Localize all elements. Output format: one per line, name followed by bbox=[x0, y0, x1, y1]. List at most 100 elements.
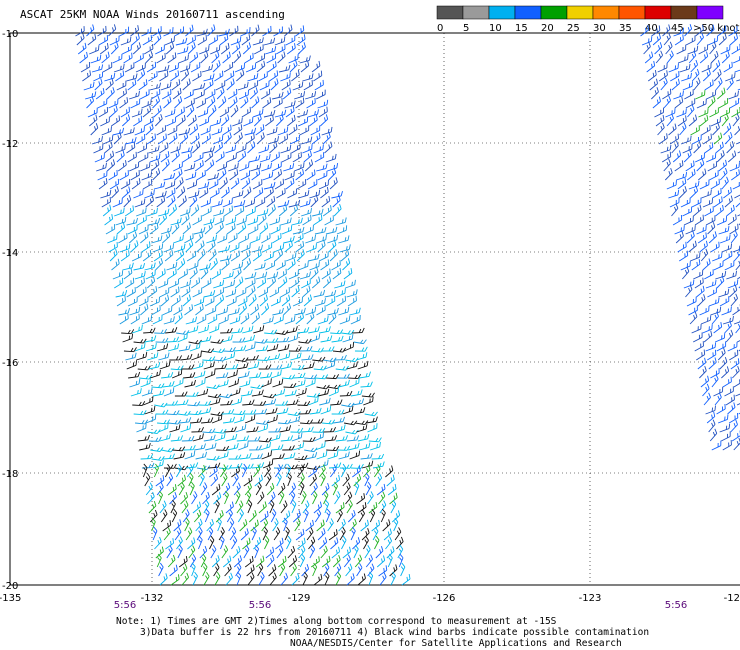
wind-barb bbox=[199, 472, 205, 487]
wind-barb bbox=[272, 91, 284, 100]
wind-barb bbox=[256, 60, 266, 73]
wind-barb bbox=[277, 126, 289, 136]
wind-barb bbox=[193, 82, 206, 91]
wind-barb bbox=[75, 26, 85, 37]
wind-barb bbox=[236, 287, 247, 298]
wind-barb bbox=[203, 434, 216, 442]
wind-barb bbox=[250, 163, 262, 172]
wind-barb bbox=[221, 545, 229, 559]
wind-barb bbox=[731, 43, 740, 55]
wind-barb bbox=[346, 500, 353, 514]
wind-barb bbox=[148, 145, 160, 154]
wind-barb bbox=[288, 124, 298, 136]
wind-barb bbox=[145, 269, 156, 280]
wind-barb bbox=[250, 234, 261, 244]
wind-barb bbox=[189, 342, 201, 352]
wind-barb bbox=[267, 276, 277, 289]
wind-barb bbox=[705, 342, 717, 352]
wind-barb bbox=[86, 24, 95, 37]
wind-barb bbox=[192, 287, 203, 298]
wind-barb bbox=[177, 544, 183, 559]
wind-barb bbox=[264, 398, 277, 406]
wind-barb bbox=[297, 537, 306, 550]
wind-barb bbox=[285, 177, 295, 190]
wind-barb bbox=[307, 109, 319, 118]
wind-barb bbox=[369, 508, 376, 523]
wind-barb bbox=[137, 69, 146, 82]
wind-barb bbox=[253, 464, 261, 478]
wind-barb bbox=[706, 89, 717, 100]
wind-barb bbox=[242, 399, 255, 406]
wind-barb bbox=[249, 445, 262, 451]
wind-barb bbox=[234, 63, 245, 73]
wind-barb bbox=[701, 124, 711, 136]
wind-barb bbox=[659, 70, 668, 82]
wind-barb bbox=[651, 25, 661, 37]
wind-barb bbox=[734, 123, 740, 136]
wind-barb bbox=[295, 388, 307, 397]
wind-barb bbox=[77, 42, 87, 55]
wind-barb bbox=[708, 297, 720, 307]
wind-barb bbox=[735, 393, 740, 397]
wind-barb bbox=[188, 410, 202, 416]
colorbar-label: 0 bbox=[437, 23, 443, 34]
wind-barb bbox=[135, 419, 149, 425]
wind-barb bbox=[139, 374, 153, 380]
wind-barb bbox=[240, 389, 253, 397]
wind-barb bbox=[710, 178, 720, 190]
wind-barb bbox=[224, 279, 235, 289]
wind-barb bbox=[273, 315, 284, 325]
wind-barb bbox=[238, 89, 249, 100]
wind-barb bbox=[331, 409, 345, 415]
wind-barb bbox=[680, 197, 691, 208]
wind-barb bbox=[248, 294, 257, 307]
wind-barb bbox=[327, 518, 334, 532]
wind-barb bbox=[391, 510, 401, 523]
wind-barb bbox=[241, 34, 251, 46]
wind-barb bbox=[207, 240, 216, 253]
wind-barb bbox=[134, 342, 146, 352]
wind-barb bbox=[219, 177, 228, 190]
wind-barb bbox=[228, 517, 235, 532]
wind-barb bbox=[188, 545, 196, 559]
wind-barb bbox=[138, 296, 149, 307]
wind-barb bbox=[320, 259, 330, 271]
wind-barb bbox=[225, 216, 237, 226]
wind-barb bbox=[161, 447, 175, 453]
wind-barb bbox=[210, 338, 224, 344]
wind-barb bbox=[299, 346, 313, 352]
wind-barb bbox=[698, 168, 707, 181]
wind-barb bbox=[221, 114, 230, 127]
wind-barb bbox=[719, 296, 730, 307]
wind-barb bbox=[646, 60, 656, 73]
wind-barb bbox=[144, 189, 155, 199]
wind-barb bbox=[333, 203, 342, 217]
wind-barb bbox=[688, 180, 700, 190]
wind-barb bbox=[236, 144, 247, 154]
wind-barb bbox=[343, 554, 351, 568]
wind-barb bbox=[148, 286, 158, 298]
wind-barb bbox=[204, 150, 214, 163]
wind-barb bbox=[211, 199, 223, 208]
wind-barb bbox=[171, 150, 180, 163]
wind-barb bbox=[335, 288, 346, 298]
wind-barb bbox=[731, 430, 740, 442]
wind-barb bbox=[264, 535, 270, 550]
wind-barb bbox=[704, 206, 714, 217]
wind-barb bbox=[383, 528, 392, 541]
wind-barb bbox=[124, 62, 135, 73]
wind-barb bbox=[136, 277, 145, 289]
wind-barb bbox=[162, 520, 172, 532]
wind-barb bbox=[240, 96, 249, 109]
wind-barb bbox=[347, 509, 356, 523]
wind-barb bbox=[164, 180, 176, 190]
wind-barb bbox=[228, 307, 240, 316]
wind-barb bbox=[711, 440, 722, 451]
wind-barb bbox=[699, 114, 709, 127]
wind-barb bbox=[189, 481, 195, 496]
lat-tick-label: -10 bbox=[2, 29, 18, 40]
wind-barb bbox=[247, 572, 255, 586]
wind-barb bbox=[175, 249, 185, 262]
wind-barb bbox=[378, 491, 386, 505]
wind-barb bbox=[317, 99, 329, 109]
